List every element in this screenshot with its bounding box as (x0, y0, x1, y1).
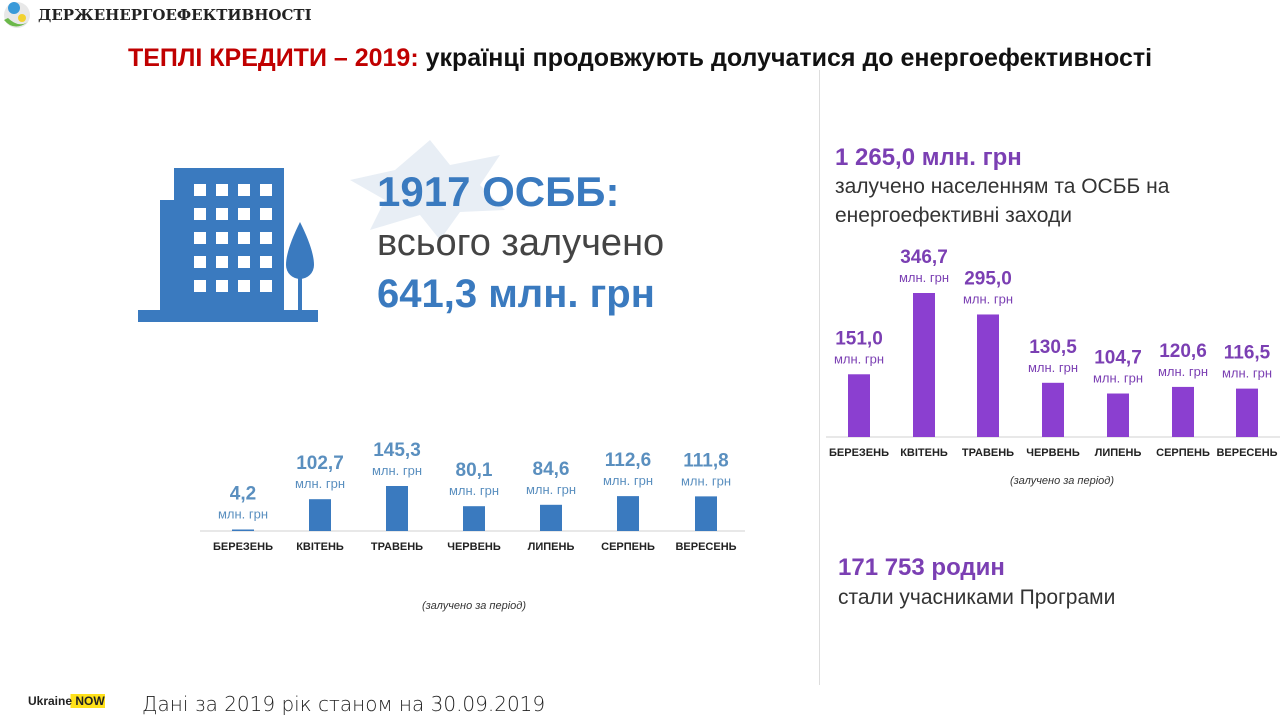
data-unit-label: млн. грн (449, 483, 499, 498)
data-label: 102,7 (296, 453, 344, 474)
divider (819, 70, 820, 685)
org-name: ДЕРЖЕНЕРГОЕФЕКТИВНОСТІ (38, 6, 312, 24)
category-label: ТРАВЕНЬ (962, 447, 1014, 459)
chart-xlabel: (залучено за період) (422, 600, 526, 612)
osbb-line2: всього залучено (377, 222, 665, 264)
category-label: ЛИПЕНЬ (528, 541, 575, 553)
data-label: 80,1 (456, 460, 493, 481)
total-desc-1: залучено населенням та ОСББ на (835, 175, 1170, 198)
data-label: 116,5 (1224, 343, 1271, 364)
bar (386, 486, 408, 531)
category-label: ТРАВЕНЬ (371, 541, 423, 553)
total-desc-2: енергоефективні заходи (835, 204, 1072, 227)
osbb-amount: 641,3 млн. грн (377, 272, 655, 316)
logo-icon (4, 2, 30, 28)
bar (1042, 382, 1064, 437)
category-label: ВЕРЕСЕНЬ (1216, 447, 1277, 459)
data-unit-label: млн. грн (1028, 360, 1078, 375)
total-amount: 1 265,0 млн. грн (835, 144, 1022, 171)
bar (1236, 388, 1258, 437)
bar (232, 529, 254, 531)
data-label: 130,5 (1029, 337, 1077, 358)
category-label: КВІТЕНЬ (900, 447, 948, 459)
title-red: ТЕПЛІ КРЕДИТИ – 2019: (127, 44, 419, 72)
category-label: КВІТЕНЬ (296, 541, 344, 553)
bar (1107, 393, 1129, 437)
category-label: СЕРПЕНЬ (1156, 447, 1210, 459)
bar (977, 314, 999, 437)
data-unit-label: млн. грн (681, 473, 731, 488)
data-label: 151,0 (835, 328, 883, 349)
data-label: 120,6 (1159, 341, 1207, 362)
data-unit-label: млн. грн (1093, 371, 1143, 386)
data-unit-label: млн. грн (834, 351, 884, 366)
date-note: Дані за 2019 рік станом на 30.09.2019 (142, 692, 546, 716)
page-title: ТЕПЛІ КРЕДИТИ – 2019: українці продовжую… (0, 44, 1280, 73)
data-unit-label: млн. грн (218, 507, 268, 522)
data-label: 4,2 (230, 484, 256, 505)
category-label: ЧЕРВЕНЬ (447, 541, 501, 553)
osbb-count: 1917 ОСББ: (377, 168, 620, 215)
ukraine-now-text: Ukraine NOW (28, 694, 105, 708)
bar (1172, 386, 1194, 437)
bar (463, 506, 485, 531)
category-label: ВЕРЕСЕНЬ (675, 541, 736, 553)
chart-xlabel: (залучено за період) (1010, 475, 1114, 487)
bar (695, 496, 717, 531)
category-label: БЕРЕЗЕНЬ (829, 447, 889, 459)
data-label: 104,7 (1094, 348, 1142, 369)
data-unit-label: млн. грн (603, 473, 653, 488)
title-black: українці продовжують долучатися до енерг… (425, 44, 1153, 72)
families-desc: стали учасниками Програми (838, 586, 1116, 609)
data-label: 84,6 (533, 459, 570, 480)
bar (913, 293, 935, 437)
data-unit-label: млн. грн (899, 270, 949, 285)
data-unit-label: млн. грн (1158, 364, 1208, 379)
families-count: 171 753 родин (838, 554, 1005, 581)
data-label: 145,3 (373, 440, 421, 461)
data-label: 295,0 (964, 268, 1012, 289)
data-label: 111,8 (683, 450, 728, 471)
data-label: 112,6 (605, 450, 652, 471)
bar (617, 496, 639, 531)
data-label: 346,7 (900, 247, 948, 268)
bar (540, 504, 562, 531)
bar (848, 374, 870, 437)
ukraine-now-logo: Ukraine NOW (28, 694, 105, 708)
category-label: БЕРЕЗЕНЬ (213, 541, 273, 553)
starburst-icon (350, 140, 505, 240)
category-label: ЛИПЕНЬ (1095, 447, 1142, 459)
data-unit-label: млн. грн (526, 482, 576, 497)
bar (309, 499, 331, 531)
data-unit-label: млн. грн (295, 476, 345, 491)
data-unit-label: млн. грн (1222, 366, 1272, 381)
category-label: ЧЕРВЕНЬ (1026, 447, 1080, 459)
building-icon (138, 168, 318, 322)
data-unit-label: млн. грн (372, 463, 422, 478)
category-label: СЕРПЕНЬ (601, 541, 655, 553)
data-unit-label: млн. грн (963, 291, 1013, 306)
